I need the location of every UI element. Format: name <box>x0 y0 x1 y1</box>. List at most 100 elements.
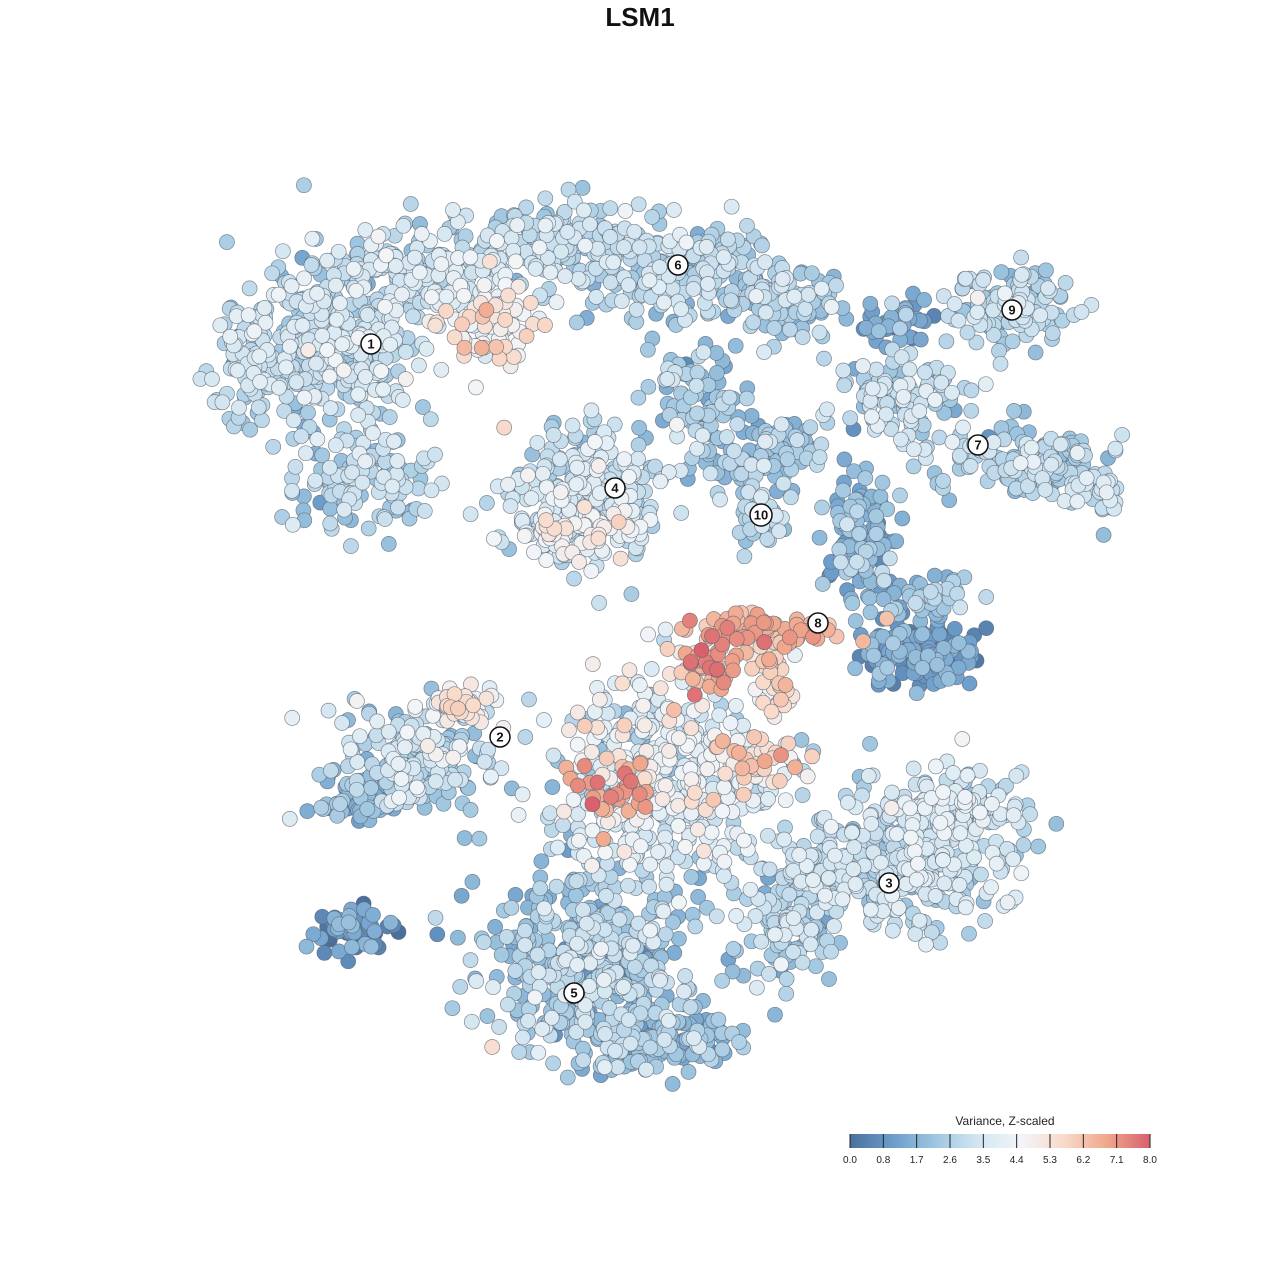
cell-point <box>776 831 792 848</box>
cell-point <box>1048 815 1065 832</box>
cell-point <box>641 272 658 289</box>
cell-point <box>464 874 481 890</box>
cell-point <box>893 431 909 448</box>
cell-point <box>1037 481 1054 498</box>
cell-point <box>957 899 974 916</box>
cell-point <box>566 570 582 587</box>
cell-point <box>931 626 948 643</box>
cell-point <box>823 943 839 960</box>
cell-point <box>1023 439 1040 456</box>
cell-point <box>616 843 633 860</box>
cell-point <box>855 358 871 374</box>
cell-point <box>536 712 552 728</box>
cell-point <box>621 662 638 679</box>
cell-point <box>766 320 783 336</box>
cell-point <box>906 441 922 458</box>
cell-point <box>659 371 676 387</box>
cell-point <box>884 295 900 312</box>
cell-point <box>507 253 524 270</box>
cell-point <box>350 386 367 403</box>
cell-point <box>847 876 864 892</box>
points-layer <box>192 177 1130 1092</box>
cell-point <box>693 642 710 658</box>
cell-point <box>940 670 957 687</box>
cell-point <box>641 878 657 895</box>
cell-point <box>961 675 978 692</box>
cell-point <box>682 999 699 1016</box>
cell-point <box>569 459 585 476</box>
cell-point <box>429 926 446 943</box>
cell-point <box>1005 807 1022 824</box>
cell-point <box>957 270 974 287</box>
cell-point <box>319 252 336 269</box>
cell-point <box>328 437 344 454</box>
cell-point <box>686 687 703 703</box>
cell-point <box>811 529 828 546</box>
cell-point <box>334 715 350 731</box>
cell-point <box>642 856 659 873</box>
cell-point <box>433 361 450 378</box>
cell-point <box>726 443 742 459</box>
cell-point <box>665 914 681 931</box>
cell-point <box>720 231 736 248</box>
cell-point <box>805 872 821 888</box>
cell-point <box>487 919 503 935</box>
cell-point <box>378 247 395 264</box>
cell-point <box>690 821 706 838</box>
cell-point <box>327 277 344 294</box>
cell-point <box>698 239 715 255</box>
cell-point <box>862 295 879 312</box>
cell-point <box>685 1030 702 1047</box>
cell-point <box>575 902 591 918</box>
cell-point <box>488 339 504 355</box>
cell-point <box>348 282 365 299</box>
cell-point <box>336 501 353 518</box>
cell-point <box>811 449 828 466</box>
cell-point <box>699 761 716 778</box>
cell-point <box>620 277 637 293</box>
cell-point <box>530 1044 547 1061</box>
cell-point <box>250 399 267 416</box>
legend-tick-label: 4.4 <box>1010 1155 1024 1166</box>
cell-point <box>714 972 730 989</box>
cluster-label-6: 6 <box>667 254 689 276</box>
cluster-label-7: 7 <box>967 434 989 456</box>
cell-point <box>950 312 967 329</box>
cell-point <box>721 389 738 406</box>
cell-point <box>395 217 412 234</box>
cell-point <box>616 717 633 734</box>
cell-point <box>389 453 406 469</box>
cell-point <box>954 731 971 747</box>
cell-point <box>848 553 865 570</box>
cell-point <box>479 1008 496 1024</box>
cell-point <box>570 832 587 849</box>
cell-point <box>911 912 928 929</box>
cell-point <box>597 844 614 861</box>
cell-point <box>590 530 607 547</box>
cell-point <box>357 369 374 385</box>
cell-point <box>254 412 270 429</box>
cell-point <box>354 474 371 491</box>
cell-point <box>527 989 543 1006</box>
cell-point <box>690 889 706 905</box>
cell-point <box>849 503 866 520</box>
cell-point <box>328 311 345 328</box>
cell-point <box>817 887 833 904</box>
cell-point <box>908 685 925 702</box>
cell-point <box>704 628 720 644</box>
cell-point <box>840 794 856 811</box>
cell-point <box>873 854 889 871</box>
cell-point <box>723 292 739 309</box>
cell-point <box>397 344 414 360</box>
cell-point <box>929 656 946 673</box>
cell-point <box>584 857 600 874</box>
cell-point <box>620 877 636 894</box>
cell-point <box>761 651 777 668</box>
cell-point <box>471 830 488 847</box>
cell-point <box>892 320 908 337</box>
cell-point <box>468 973 485 989</box>
legend-tick-label: 1.7 <box>910 1155 924 1166</box>
cell-point <box>827 847 843 864</box>
cell-point <box>569 704 586 721</box>
cell-point <box>520 467 536 484</box>
